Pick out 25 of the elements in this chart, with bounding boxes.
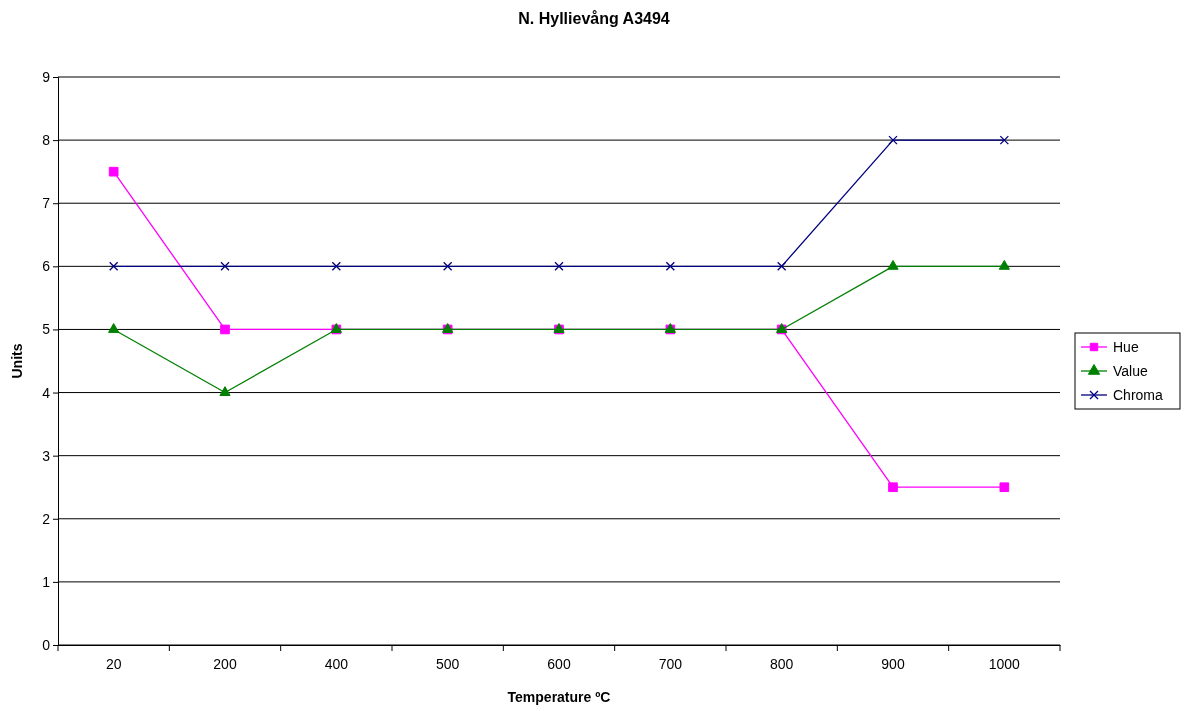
y-tick-label: 1	[42, 573, 51, 590]
x-tick-label: 200	[213, 655, 237, 672]
y-tick-label: 7	[42, 195, 51, 212]
x-axis-title: Temperature ºC	[507, 689, 611, 705]
legend-label: Value	[1113, 363, 1148, 379]
chart-title: N. Hyllievång A3494	[518, 10, 670, 27]
y-tick-label: 8	[42, 132, 51, 149]
y-tick-label: 5	[42, 321, 51, 338]
legend-label: Chroma	[1113, 387, 1164, 403]
y-tick-label: 9	[42, 68, 51, 85]
x-tick-label: 700	[658, 655, 683, 672]
y-tick-label: 4	[42, 384, 51, 401]
y-tick-label: 3	[42, 447, 51, 464]
x-tick-label: 500	[435, 655, 460, 672]
x-tick-label: 400	[324, 655, 349, 672]
x-tick-label: 1000	[988, 655, 1021, 672]
y-tick-label: 0	[42, 636, 51, 653]
y-axis-title: Units	[9, 343, 25, 379]
x-tick-label: 900	[881, 655, 905, 672]
y-tick-label: 2	[42, 510, 51, 527]
x-tick-label: 800	[769, 655, 794, 672]
x-tick-label: 600	[547, 655, 571, 672]
legend-label: Hue	[1113, 339, 1139, 355]
y-tick-label: 6	[42, 258, 51, 275]
x-tick-label: 20	[105, 655, 122, 672]
